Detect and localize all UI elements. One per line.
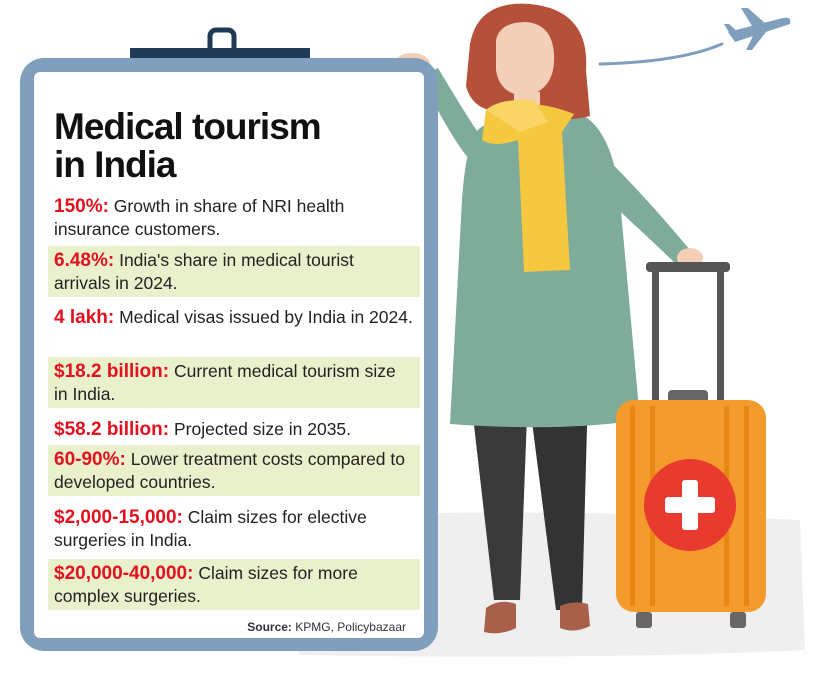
fact-text: Claim sizes for elective surgeries in In…	[54, 507, 367, 550]
fact-item: $2,000-15,000: Claim sizes for elective …	[48, 503, 420, 554]
medical-cross-icon	[644, 459, 736, 551]
airplane-icon	[724, 8, 791, 50]
page-title: Medical tourism in India	[54, 106, 322, 185]
source-label: Source:	[247, 620, 292, 634]
fact-item: $58.2 billion: Projected size in 2035.	[48, 415, 420, 443]
fact-figure: $18.2 billion:	[54, 361, 170, 382]
fact-figure: 60-90%:	[54, 449, 126, 470]
title-line-2: in India	[54, 144, 176, 185]
fact-figure: $2,000-15,000:	[54, 507, 183, 528]
clipboard-paper: Medical tourism in India 150%: Growth in…	[34, 72, 424, 638]
fact-figure: 4 lakh:	[54, 307, 115, 328]
fact-figure: 150%:	[54, 196, 109, 217]
fact-figure: 6.48%:	[54, 250, 115, 271]
fact-item: 6.48%: India's share in medical tourist …	[48, 246, 420, 297]
fact-item: 4 lakh: Medical visas issued by India in…	[48, 303, 420, 331]
airplane-trail	[598, 42, 724, 66]
fact-text: Growth in share of NRI health insurance …	[54, 196, 345, 239]
source-text: KPMG, Policybazaar	[295, 620, 406, 634]
title-line-1: Medical tourism	[54, 106, 322, 147]
fact-text: Medical visas issued by India in 2024.	[119, 307, 413, 327]
suitcase-icon	[616, 262, 766, 628]
fact-text: Projected size in 2035.	[173, 419, 352, 439]
source-credit: Source: KPMG, Policybazaar	[247, 620, 406, 634]
fact-item: $18.2 billion: Current medical tourism s…	[48, 357, 420, 408]
fact-figure: $20,000-40,000:	[54, 563, 194, 584]
fact-item: $20,000-40,000: Claim sizes for more com…	[48, 559, 420, 610]
fact-text: Current medical tourism size in India.	[54, 361, 396, 404]
traveler-woman-illustration	[394, 3, 703, 634]
fact-text: Claim sizes for more complex surgeries.	[54, 563, 358, 606]
fact-figure: $58.2 billion:	[54, 419, 170, 440]
fact-text: Lower treatment costs compared to develo…	[54, 449, 405, 492]
fact-item: 60-90%: Lower treatment costs compared t…	[48, 445, 420, 496]
fact-item: 150%: Growth in share of NRI health insu…	[48, 192, 420, 243]
fact-text: India's share in medical tourist arrival…	[54, 250, 354, 293]
